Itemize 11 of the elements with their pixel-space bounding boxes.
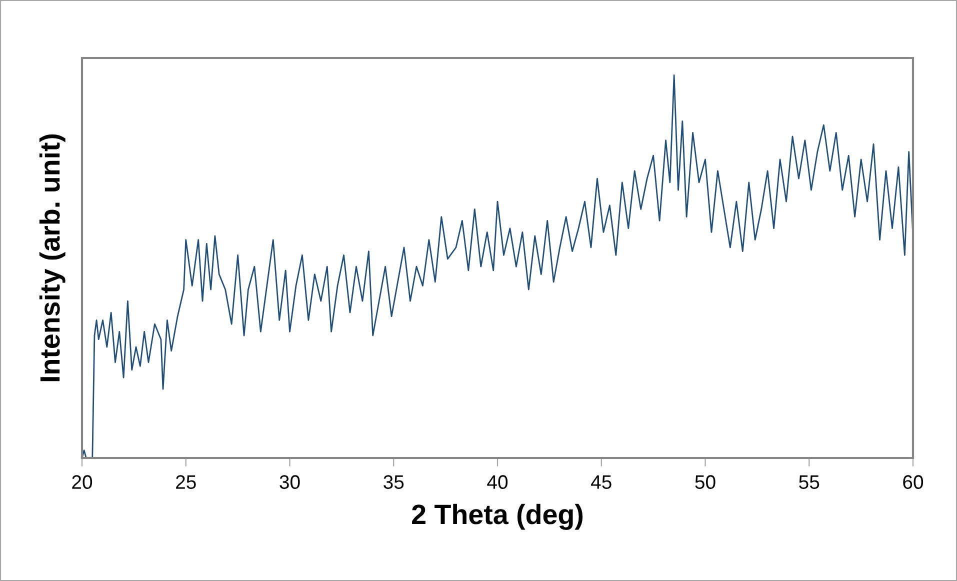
y-axis-title: Intensity (arb. unit) — [39, 134, 66, 382]
x-tick-label: 20 — [72, 475, 92, 489]
x-tick-label: 50 — [695, 475, 716, 489]
x-tick-label: 25 — [176, 475, 196, 489]
x-axis-title: 2 Theta (deg) — [412, 504, 583, 530]
x-tick-label: 40 — [487, 475, 508, 489]
x-tick-label: 30 — [280, 475, 300, 489]
x-tick-label: 60 — [903, 475, 924, 489]
x-tick-label: 35 — [384, 475, 404, 489]
x-tick-label: 45 — [591, 475, 612, 489]
x-tick-label: 55 — [799, 475, 820, 489]
